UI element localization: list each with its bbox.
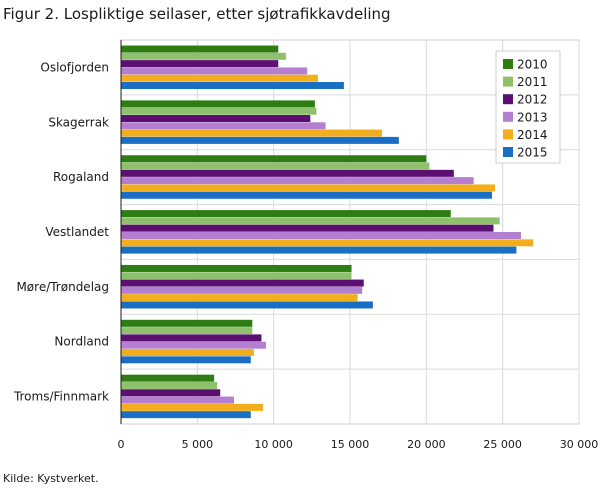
y-category-label: Møre/Trøndelag <box>16 280 109 294</box>
bar <box>121 74 318 82</box>
bar <box>121 294 358 302</box>
legend-label: 2012 <box>517 93 548 107</box>
bar <box>121 224 494 232</box>
bar <box>121 114 311 122</box>
bar <box>121 232 521 239</box>
bar <box>121 82 344 90</box>
bar <box>121 136 399 144</box>
y-category-label: Oslofjorden <box>40 60 109 74</box>
bar <box>121 67 308 75</box>
bar <box>121 177 474 185</box>
legend-label: 2013 <box>517 110 548 124</box>
bar <box>121 396 234 404</box>
bar <box>121 349 254 357</box>
bar <box>121 169 454 177</box>
x-tick-label: 0 <box>118 438 125 451</box>
bar <box>121 210 451 218</box>
x-tick-label: 10 000 <box>254 438 293 451</box>
x-tick-label: 15 000 <box>331 438 370 451</box>
bar <box>121 411 251 419</box>
y-category-label: Troms/Finnmark <box>13 390 109 404</box>
bar <box>121 272 352 280</box>
bar <box>121 341 267 349</box>
legend-label: 2011 <box>517 75 548 89</box>
bar <box>121 184 496 192</box>
bar <box>121 279 364 287</box>
legend-swatch <box>503 147 513 157</box>
legend-swatch <box>503 94 513 105</box>
bar <box>121 334 262 342</box>
bar <box>121 107 317 115</box>
bar <box>121 129 383 137</box>
legend-label: 2010 <box>517 58 548 72</box>
x-tick-label: 30 000 <box>560 438 599 451</box>
bar <box>121 319 253 327</box>
legend-box <box>495 50 561 164</box>
legend-swatch <box>503 59 513 69</box>
bar <box>121 155 427 163</box>
legend-swatch <box>503 76 513 87</box>
x-tick-label: 25 000 <box>483 438 522 451</box>
bar <box>121 217 500 225</box>
chart-title: Figur 2. Lospliktige seilaser, etter sjø… <box>3 5 391 23</box>
bar <box>121 162 430 170</box>
bar <box>121 286 363 294</box>
legend-label: 2015 <box>517 146 548 160</box>
legend-swatch <box>503 129 513 140</box>
y-category-label: Vestlandet <box>45 225 109 239</box>
x-tick-label: 20 000 <box>407 438 446 451</box>
legend-label: 2014 <box>517 128 548 142</box>
chart-source: Kilde: Kystverket. <box>3 472 99 485</box>
bar <box>121 246 517 254</box>
bar <box>121 100 315 108</box>
bar <box>121 52 286 60</box>
bar <box>121 356 251 364</box>
bar <box>121 264 352 272</box>
legend-swatch <box>503 111 513 122</box>
bar <box>121 381 218 389</box>
y-category-label: Nordland <box>54 335 109 349</box>
bar <box>121 191 492 199</box>
bar <box>121 45 279 53</box>
bar <box>121 239 534 247</box>
x-tick-label: 5 000 <box>182 438 214 451</box>
bar <box>121 374 215 382</box>
bar <box>121 60 279 68</box>
bar <box>121 301 373 309</box>
bar <box>121 389 221 397</box>
bar <box>121 403 263 411</box>
y-category-label: Skagerrak <box>48 115 109 129</box>
bar <box>121 122 326 130</box>
bar <box>121 327 253 335</box>
y-category-label: Rogaland <box>53 170 109 184</box>
